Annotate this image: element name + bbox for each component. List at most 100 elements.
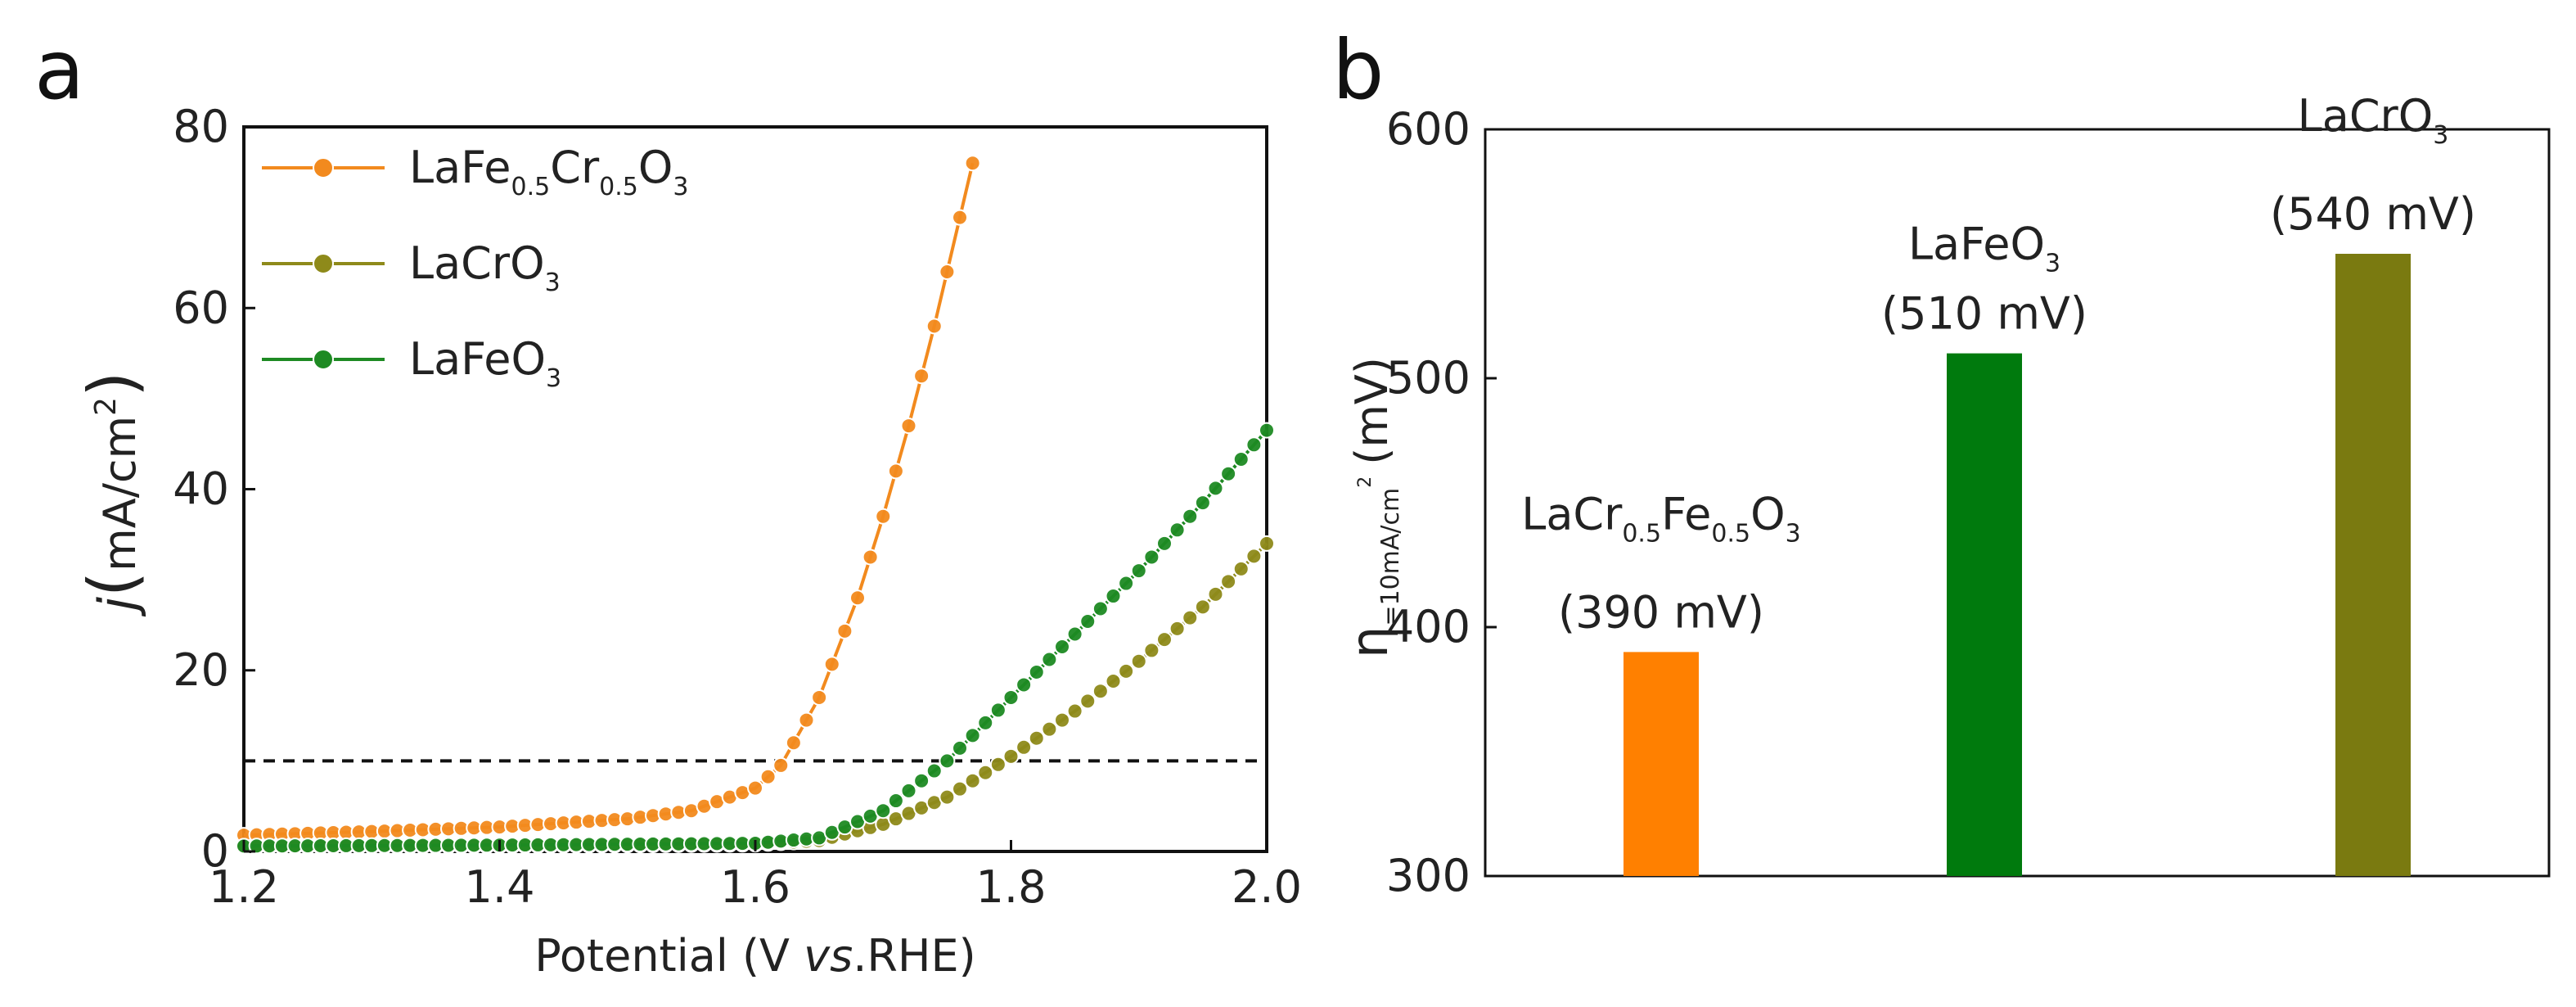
series-point-1 bbox=[1143, 642, 1160, 659]
series-point-1 bbox=[1066, 702, 1083, 720]
series-point-1 bbox=[1232, 560, 1250, 577]
panel-b-y-axis-label: η=10mA/cm2(mV) bbox=[1340, 357, 1405, 658]
panel-b-bars-group: LaCr0.5Fe0.5O3 (390 mV) LaFeO3 (510 mV) LaCr… bbox=[1521, 90, 2476, 877]
bar-value-label-1: (510 mV) bbox=[1881, 288, 2087, 340]
series-point-1 bbox=[1156, 631, 1173, 648]
series-point-0 bbox=[900, 418, 917, 435]
y-tick-label: 20 bbox=[173, 644, 229, 696]
series-point-1 bbox=[1054, 711, 1070, 729]
series-point-0 bbox=[772, 756, 790, 774]
series-point-1 bbox=[939, 788, 956, 806]
series-point-1 bbox=[1130, 653, 1147, 670]
series-point-0 bbox=[811, 689, 828, 706]
bar-name-0: LaCr0.5Fe0.5O3 bbox=[1521, 488, 1800, 548]
panel-a-series-group bbox=[236, 155, 1275, 856]
series-point-2 bbox=[913, 772, 930, 789]
series-point-2 bbox=[1169, 522, 1186, 539]
series-point-0 bbox=[836, 622, 853, 639]
panel-a-x-axis-label: Potential (V vs.RHE) bbox=[534, 930, 975, 982]
series-point-2 bbox=[1245, 436, 1263, 454]
panel-a-plot: 1.2 1.4 1.6 1.8 2.0 0 20 40 60 80 LaFe0.5Cr0.5O3… bbox=[173, 101, 1302, 913]
series-point-2 bbox=[1118, 575, 1135, 592]
svg-text:j(mA/cm2): j(mA/cm2) bbox=[74, 372, 151, 617]
series-point-0 bbox=[849, 589, 866, 607]
series-point-2 bbox=[1016, 676, 1033, 693]
x-tick-label: 1.8 bbox=[976, 861, 1047, 913]
series-point-2 bbox=[1130, 562, 1147, 580]
series-point-1 bbox=[1028, 729, 1045, 747]
series-point-2 bbox=[1194, 494, 1211, 512]
series-point-1 bbox=[1118, 662, 1135, 680]
series-point-2 bbox=[900, 782, 917, 799]
legend-marker-1 bbox=[313, 253, 334, 274]
series-point-2 bbox=[989, 702, 1007, 719]
series-point-2 bbox=[1002, 689, 1020, 706]
panel-b-plot: LaCr0.5Fe0.5O3 (390 mV) LaFeO3 (510 mV) LaCr… bbox=[1386, 90, 2551, 901]
series-point-2 bbox=[1028, 663, 1045, 680]
series-point-1 bbox=[1207, 585, 1224, 603]
series-point-1 bbox=[1041, 720, 1058, 738]
series-point-2 bbox=[1220, 465, 1237, 482]
bar-name-2: LaCrO3 bbox=[2298, 90, 2449, 150]
series-point-1 bbox=[977, 764, 994, 781]
b-y-tick-label: 300 bbox=[1386, 850, 1470, 901]
legend-label-1: LaCrO3 bbox=[409, 237, 561, 297]
series-point-2 bbox=[939, 752, 956, 770]
b-y-tick-label: 400 bbox=[1386, 601, 1470, 653]
series-point-0 bbox=[952, 209, 968, 226]
series-point-0 bbox=[925, 318, 943, 335]
series-point-1 bbox=[1245, 548, 1263, 565]
bar-0 bbox=[1624, 652, 1699, 876]
series-point-1 bbox=[1259, 535, 1275, 552]
b-y-tick-label: 600 bbox=[1386, 103, 1470, 155]
series-point-0 bbox=[798, 711, 815, 729]
x-tick-label: 2.0 bbox=[1232, 861, 1302, 913]
series-point-1 bbox=[1079, 693, 1097, 710]
series-point-1 bbox=[1092, 683, 1109, 700]
series-point-0 bbox=[785, 734, 802, 752]
series-point-2 bbox=[925, 762, 943, 779]
panel-b-y-ticks: 300 400 500 600 bbox=[1386, 103, 1497, 901]
legend-marker-2 bbox=[313, 349, 334, 370]
series-point-1 bbox=[1002, 747, 1020, 765]
series-point-1 bbox=[989, 756, 1007, 773]
series-point-1 bbox=[1220, 573, 1237, 590]
y-tick-label: 0 bbox=[201, 825, 229, 877]
series-point-2 bbox=[1259, 422, 1275, 439]
bar-name-1: LaFeO3 bbox=[1908, 219, 2060, 278]
panel-b-label: b bbox=[1332, 22, 1384, 118]
series-point-1 bbox=[1169, 620, 1186, 637]
x-tick-label: 1.4 bbox=[465, 861, 535, 913]
series-point-2 bbox=[977, 714, 994, 731]
series-point-2 bbox=[1054, 638, 1070, 655]
series-point-2 bbox=[1182, 508, 1199, 525]
panel-a-x-ticks: 1.2 1.4 1.6 1.8 2.0 bbox=[209, 840, 1302, 913]
bar-value-label-0: (390 mV) bbox=[1558, 586, 1764, 638]
series-point-1 bbox=[964, 772, 981, 789]
series-point-2 bbox=[1143, 549, 1160, 566]
y-tick-label: 40 bbox=[173, 463, 229, 515]
series-point-2 bbox=[964, 727, 981, 744]
svg-text:η=10mA/cm2(mV): η=10mA/cm2(mV) bbox=[1340, 357, 1405, 658]
series-point-2 bbox=[1105, 588, 1122, 605]
series-point-0 bbox=[823, 656, 840, 673]
series-point-2 bbox=[952, 739, 968, 756]
x-tick-label: 1.2 bbox=[209, 861, 279, 913]
legend-label-0: LaFe0.5Cr0.5O3 bbox=[409, 142, 688, 201]
series-point-0 bbox=[747, 779, 763, 797]
series-point-2 bbox=[1207, 480, 1224, 497]
series-point-2 bbox=[1041, 651, 1058, 668]
series-point-0 bbox=[759, 768, 777, 785]
series-point-1 bbox=[1182, 609, 1199, 626]
series-point-0 bbox=[939, 264, 956, 280]
panel-a-label: a bbox=[34, 22, 84, 118]
series-point-2 bbox=[1156, 535, 1173, 552]
series-point-0 bbox=[964, 155, 981, 172]
panel-a-frame bbox=[242, 125, 1268, 853]
series-point-0 bbox=[887, 463, 904, 480]
bar-1 bbox=[1947, 353, 2022, 877]
y-tick-label: 80 bbox=[173, 101, 229, 152]
series-point-0 bbox=[913, 368, 930, 385]
series-point-2 bbox=[1066, 625, 1083, 643]
